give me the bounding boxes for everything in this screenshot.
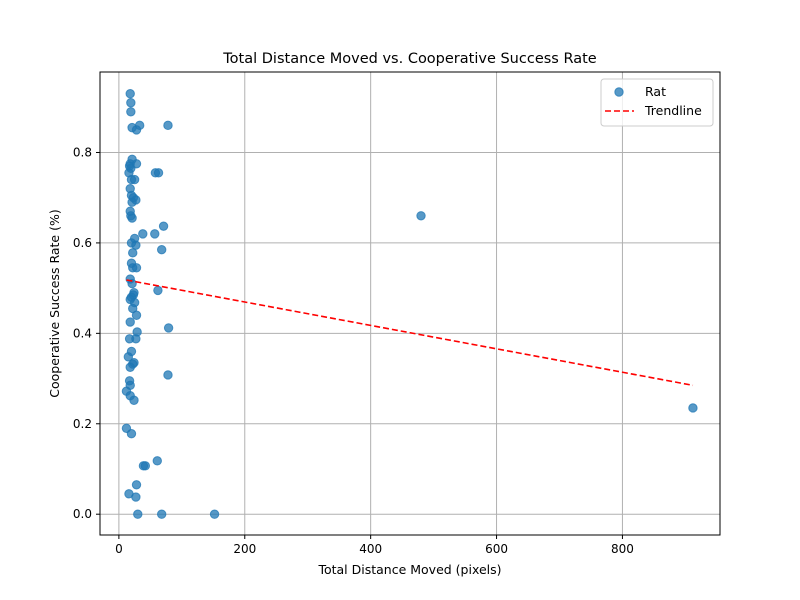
axis-ticks: 0 200 400 600 800 0.0 0.2 0.4 0.6 0.8 <box>73 145 634 556</box>
data-point <box>153 168 164 178</box>
x-tick-label: 800 <box>611 542 634 556</box>
data-point <box>127 213 137 223</box>
legend-marker-rat <box>614 87 624 97</box>
data-point <box>125 362 135 372</box>
data-point <box>129 174 140 185</box>
x-tick-label: 200 <box>233 542 256 556</box>
data-point <box>128 248 138 258</box>
data-point <box>158 221 169 231</box>
data-point <box>126 429 137 439</box>
legend-label-trendline: Trendline <box>644 103 702 118</box>
data-point <box>131 263 142 273</box>
data-point <box>127 197 137 207</box>
data-point <box>131 240 141 250</box>
data-point <box>138 229 148 239</box>
data-point <box>131 334 141 344</box>
data-point <box>150 229 160 239</box>
data-point <box>156 509 167 519</box>
data-point <box>131 310 142 320</box>
data-point <box>163 323 174 333</box>
data-point <box>125 317 135 327</box>
scatter-points <box>121 89 698 519</box>
data-point <box>123 352 134 362</box>
legend-box <box>600 78 714 127</box>
trendline-layer <box>126 279 694 387</box>
y-tick-label: 0.8 <box>73 145 92 159</box>
x-tick-label: 0 <box>115 542 123 556</box>
y-tick-label: 0.0 <box>73 507 92 521</box>
data-point <box>156 244 167 255</box>
data-point <box>131 492 141 502</box>
legend: Rat Trendline <box>600 78 714 127</box>
data-point <box>153 285 163 296</box>
data-point <box>416 211 426 221</box>
x-tick-label: 400 <box>359 542 382 556</box>
data-point <box>688 403 698 413</box>
x-tick-label: 600 <box>485 542 508 556</box>
data-point <box>131 480 142 490</box>
chart-title: Total Distance Moved vs. Cooperative Suc… <box>222 51 597 67</box>
y-axis-label: Cooperative Success Rate (%) <box>47 209 62 397</box>
data-point <box>209 509 220 519</box>
data-point <box>140 461 151 471</box>
data-point <box>133 509 143 519</box>
trendline <box>126 279 694 387</box>
grid-lines <box>100 72 720 535</box>
data-point <box>163 120 173 131</box>
data-point <box>126 98 136 108</box>
data-point <box>129 395 139 405</box>
plot-frame <box>99 71 721 536</box>
legend-label-rat: Rat <box>645 84 666 99</box>
data-point <box>127 278 137 289</box>
y-tick-label: 0.6 <box>73 236 92 250</box>
x-axis-label: Total Distance Moved (pixels) <box>317 562 501 577</box>
data-point <box>152 456 162 466</box>
y-tick-label: 0.4 <box>73 326 92 340</box>
data-point <box>163 370 173 380</box>
data-point <box>126 107 136 117</box>
data-point <box>125 89 135 99</box>
y-tick-label: 0.2 <box>73 417 92 431</box>
data-point <box>134 120 145 131</box>
